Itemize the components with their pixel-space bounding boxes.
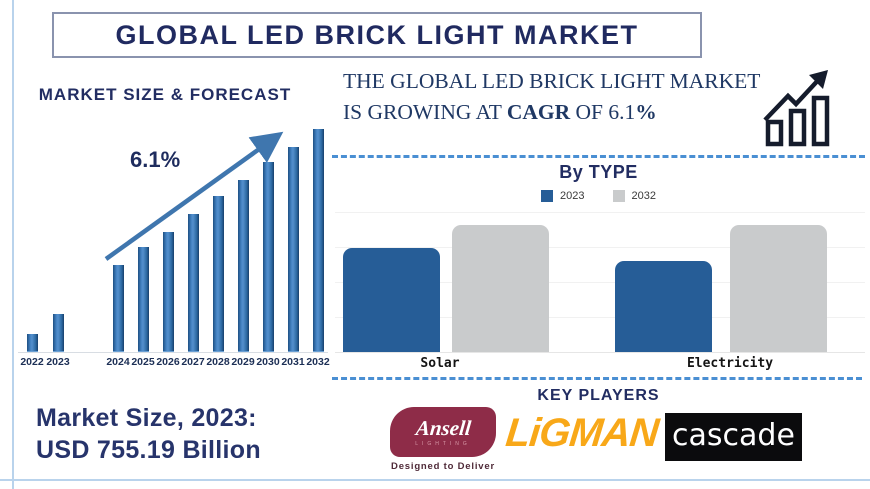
bytype-legend: 2023 2032 <box>332 190 865 202</box>
statement-percent: % <box>635 99 657 124</box>
forecast-bar-2027 <box>187 213 199 352</box>
forecast-bar-2024 <box>112 265 124 352</box>
frame-left-line <box>12 0 14 489</box>
market-size-line1: Market Size, 2023: <box>36 404 257 432</box>
gridline <box>335 247 865 248</box>
forecast-x-label: 2030 <box>256 356 280 368</box>
bytype-bar-solar-2032 <box>452 225 549 352</box>
forecast-x-label: 2023 <box>46 356 70 368</box>
ansell-tagline: Designed to Deliver <box>391 461 495 472</box>
forecast-chart: 6.1% <box>18 117 328 353</box>
page-title-box: GLOBAL LED BRICK LIGHT MARKET <box>52 12 702 58</box>
forecast-bar-2026 <box>162 231 174 352</box>
gridline <box>335 317 865 318</box>
trend-arrow-icon <box>104 131 284 261</box>
forecast-x-label: 2026 <box>156 356 180 368</box>
bytype-bar-electricity-2032 <box>730 225 827 352</box>
forecast-x-axis: 2022 2023 2024 2025 2026 2027 2028 2029 2030 2031… <box>18 356 330 372</box>
cagr-annotation: 6.1% <box>130 147 181 172</box>
forecast-bar-2022 <box>26 334 38 352</box>
growth-chart-icon <box>763 70 830 147</box>
bytype-category-solar: Solar <box>420 356 460 371</box>
dashed-divider-top <box>332 155 865 158</box>
forecast-x-label: 2032 <box>306 356 330 368</box>
legend-label-2023: 2023 <box>560 190 585 202</box>
bytype-heading: By TYPE <box>559 162 638 182</box>
ansell-logo-subtext: LIGHTING <box>415 440 471 447</box>
bytype-bar-electricity-2023 <box>615 260 712 352</box>
statement-cagr: CAGR <box>506 99 571 124</box>
page-title: GLOBAL LED BRICK LIGHT MARKET <box>115 19 639 50</box>
cagr-statement: THE GLOBAL LED BRICK LIGHT MARKET IS GRO… <box>343 66 768 127</box>
forecast-x-label: 2024 <box>106 356 130 368</box>
forecast-bar-2023 <box>52 314 64 352</box>
forecast-x-label: 2025 <box>131 356 155 368</box>
gridline <box>335 282 865 283</box>
forecast-bar-2025 <box>137 247 149 352</box>
forecast-x-label: 2028 <box>206 356 230 368</box>
forecast-bar-2032 <box>312 129 324 352</box>
forecast-x-label: 2027 <box>181 356 205 368</box>
legend-chip-2023 <box>541 190 554 202</box>
bytype-chart <box>335 210 865 353</box>
dashed-divider-bottom <box>332 377 862 380</box>
forecast-bar-2031 <box>287 146 299 352</box>
forecast-bar-2030 <box>262 162 274 352</box>
legend-chip-2032 <box>612 190 625 202</box>
forecast-bar-2028 <box>212 195 224 352</box>
forecast-x-label: 2022 <box>20 356 44 368</box>
bytype-bar-solar-2023 <box>343 247 440 352</box>
keyplayers-heading: KEY PLAYERS <box>537 387 660 404</box>
legend-item-2023: 2023 <box>541 190 585 202</box>
cascade-logo-text: cascade <box>672 417 795 453</box>
market-size-callout: Market Size, 2023: USD 755.19 Billion <box>36 402 261 466</box>
statement-text: THE GLOBAL LED BRICK LIGHT MARKET IS GRO… <box>343 69 761 124</box>
legend-item-2032: 2032 <box>612 190 656 202</box>
cascade-logo: cascade <box>665 413 802 461</box>
market-size-line2: USD 755.19 Billion <box>36 436 261 464</box>
forecast-x-label: 2029 <box>231 356 255 368</box>
ansell-logo: Ansell LIGHTING <box>390 407 496 457</box>
frame-bottom-line <box>0 479 870 481</box>
ansell-logo-text: Ansell <box>414 415 472 440</box>
forecast-section-heading: MARKET SIZE & FORECAST <box>38 85 292 104</box>
forecast-x-label: 2031 <box>281 356 305 368</box>
bytype-category-electricity: Electricity <box>686 356 774 371</box>
legend-label-2032: 2032 <box>631 190 656 202</box>
gridline <box>335 212 865 213</box>
statement-text-2: OF 6.1 <box>570 99 636 124</box>
forecast-bar-2029 <box>237 180 249 352</box>
ligman-logo: LiGMAN <box>503 411 661 455</box>
